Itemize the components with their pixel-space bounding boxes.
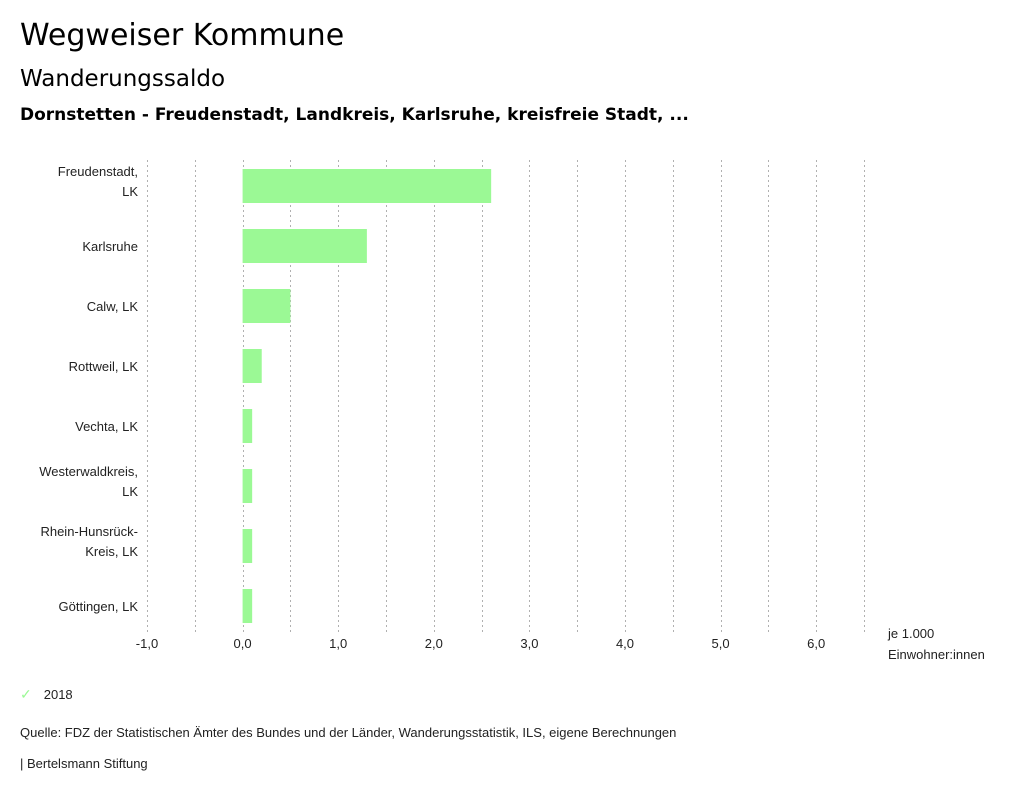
category-label: Rhein-Hunsrück- xyxy=(40,524,138,539)
bar-7 xyxy=(242,589,253,623)
category-label: Freudenstadt, xyxy=(58,164,138,179)
unit-label: je 1.000 xyxy=(887,626,934,641)
bar-6 xyxy=(242,529,253,563)
x-tick-label: 3,0 xyxy=(520,636,538,651)
credit-note: | Bertelsmann Stiftung xyxy=(20,756,148,771)
x-tick-label: 4,0 xyxy=(616,636,634,651)
bar-5 xyxy=(242,469,253,503)
unit-label: Einwohner:innen xyxy=(888,647,985,662)
bar-1 xyxy=(242,229,367,263)
x-tick-label: 1,0 xyxy=(329,636,347,651)
category-label: Kreis, LK xyxy=(85,544,138,559)
x-tick-label: 2,0 xyxy=(425,636,443,651)
source-note: Quelle: FDZ der Statistischen Ämter des … xyxy=(20,725,677,740)
bar-2 xyxy=(242,289,291,323)
check-icon: ✓ xyxy=(20,686,32,702)
category-label: Göttingen, LK xyxy=(59,599,139,614)
x-tick-label: -1,0 xyxy=(136,636,158,651)
x-tick-label: 6,0 xyxy=(807,636,825,651)
legend[interactable]: ✓ 2018 xyxy=(20,686,73,703)
bar-3 xyxy=(242,349,262,383)
category-label: Karlsruhe xyxy=(82,239,138,254)
category-label: LK xyxy=(122,484,138,499)
category-label: Westerwaldkreis, xyxy=(39,464,138,479)
bar-4 xyxy=(242,409,253,443)
category-label: LK xyxy=(122,184,138,199)
chart-subtitle: Wanderungssaldo xyxy=(20,66,226,92)
bar-0 xyxy=(242,169,492,203)
page-title: Wegweiser Kommune xyxy=(20,18,345,53)
x-tick-label: 5,0 xyxy=(712,636,730,651)
category-label: Rottweil, LK xyxy=(69,359,139,374)
bar-chart: Freudenstadt, LK Karlsruhe Calw, LK Rottweil… xyxy=(39,160,985,662)
region-selection: Dornstetten - Freudenstadt, Landkreis, K… xyxy=(20,105,689,125)
legend-label-2018: 2018 xyxy=(43,687,73,702)
category-label: Calw, LK xyxy=(87,299,139,314)
x-tick-label: 0,0 xyxy=(234,636,252,651)
category-label: Vechta, LK xyxy=(75,419,138,434)
